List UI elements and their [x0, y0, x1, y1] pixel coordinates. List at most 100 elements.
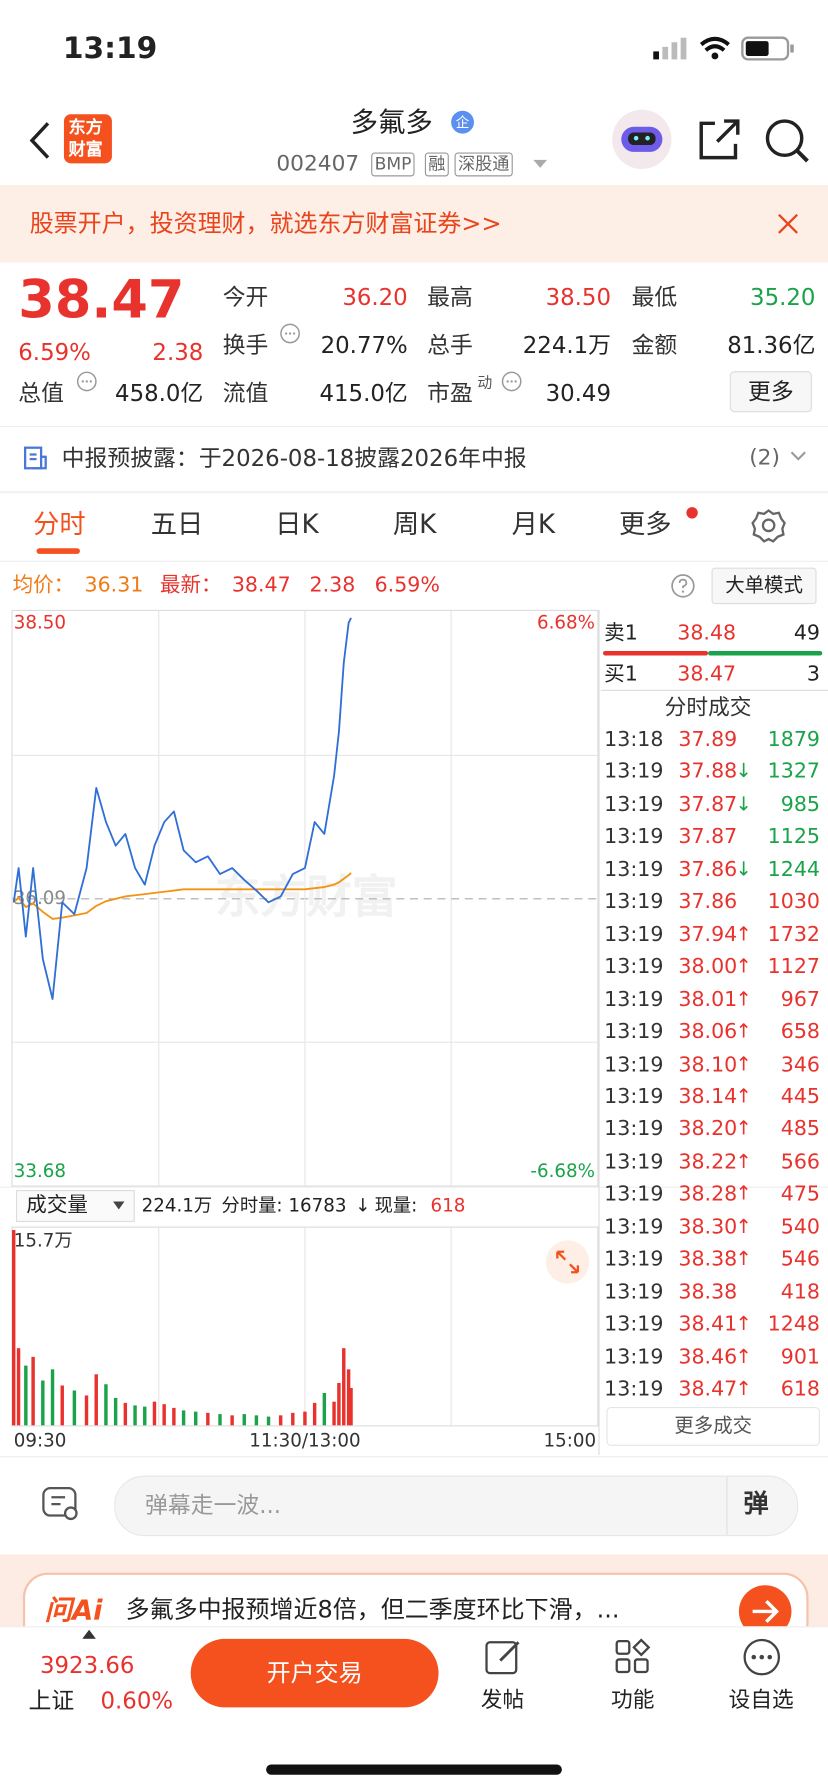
volume-bar [104, 1384, 108, 1426]
logo[interactable]: 东方 财富 [63, 114, 112, 164]
trade-button[interactable]: 开户交易 [190, 1638, 439, 1708]
intraday-chart: 东方财富 38.50 36.09 33.68 6.68% -6.68% 09:30 11:3… [11, 609, 599, 1451]
field-value: 35.20 [750, 283, 816, 311]
function-icon[interactable] [613, 1638, 652, 1677]
trade-time: 13:19 [604, 759, 664, 784]
info-icon[interactable] [75, 370, 98, 393]
volume-bar [172, 1407, 176, 1426]
trade-volume: 658 [780, 1019, 821, 1044]
y2-tick-label: 6.68% [537, 613, 595, 634]
change: 2.38 [152, 338, 204, 366]
trade-time: 13:19 [604, 1312, 664, 1337]
more-trades[interactable]: 更多成交 [606, 1407, 821, 1446]
trade-volume: 1244 [767, 857, 821, 882]
watchlist-icon[interactable] [742, 1638, 781, 1677]
tab[interactable]: 更多 [619, 509, 672, 540]
field-sup: 动 [477, 375, 493, 393]
volume-bar [60, 1385, 64, 1426]
tab[interactable]: 周K [392, 509, 437, 540]
trade-volume: 1879 [767, 727, 821, 752]
tag: 深股通 [454, 152, 513, 177]
trade-price: 37.89 [678, 727, 738, 752]
field-label: 总手 [427, 331, 473, 359]
search-icon[interactable] [763, 116, 811, 164]
notice-text[interactable]: 中报预披露：于2026-08-18披露2026年中报 [61, 444, 527, 472]
more-button[interactable]: 更多 [729, 371, 813, 413]
ai-logo: 问Ai [44, 1594, 103, 1627]
tab[interactable]: 月K [511, 509, 556, 540]
trade-time: 13:19 [604, 857, 664, 882]
sell-label: 卖1 [604, 621, 638, 646]
share-icon[interactable] [697, 116, 743, 162]
volume-arrow: ↓ [355, 1194, 371, 1217]
volume-bar [152, 1401, 157, 1426]
promo-banner[interactable]: 股票开户，投资理财，就选东方财富证券>> [0, 185, 828, 263]
volume-bar [11, 1230, 16, 1426]
robot-icon[interactable] [610, 108, 674, 170]
tab[interactable]: 五日 [150, 509, 204, 540]
latest-change: 2.38 [309, 573, 356, 598]
volume-bar [72, 1390, 77, 1426]
change-pct: 6.59% [18, 338, 91, 366]
volume-bar [254, 1415, 259, 1426]
close-icon[interactable] [777, 212, 800, 235]
info-icon[interactable] [500, 370, 523, 393]
trade-arrow: ↑ [735, 923, 752, 946]
trade-volume: 540 [780, 1214, 821, 1239]
trade-volume: 445 [780, 1084, 821, 1109]
banner-text: 股票开户，投资理财，就选东方财富证券>> [29, 209, 502, 237]
indicator-select[interactable]: 成交量 [15, 1190, 135, 1223]
volume-bar [278, 1415, 283, 1426]
ai-arrow[interactable] [738, 1584, 793, 1639]
volume-total: 224.1万 [141, 1194, 213, 1217]
trade-price: 37.87 [678, 824, 738, 849]
volume-bar [332, 1401, 336, 1426]
trade-volume: 485 [780, 1117, 821, 1142]
trade-volume: 346 [780, 1052, 821, 1077]
tab[interactable]: 日K [275, 509, 319, 540]
back-button[interactable] [23, 120, 57, 161]
trade-volume: 418 [780, 1279, 821, 1304]
post-icon[interactable] [484, 1638, 523, 1677]
logo-text: 东方 [68, 117, 103, 138]
price-line [12, 617, 352, 1000]
x-tick-label: 09:30 [14, 1430, 67, 1451]
status-icons [653, 36, 794, 61]
field-label: 换手 [222, 331, 269, 359]
comment-icon[interactable] [41, 1485, 80, 1524]
help-icon[interactable] [670, 573, 695, 598]
volume-bar [41, 1380, 45, 1426]
trade-arrow: ↑ [735, 1085, 752, 1109]
tab[interactable]: 分时 [33, 509, 86, 540]
trade-price: 38.46 [678, 1344, 738, 1369]
field-label: 最低 [631, 283, 678, 311]
info-icon[interactable] [279, 322, 302, 345]
expand-icon[interactable] [545, 1239, 591, 1285]
comment-input[interactable]: 弹幕走一波... 弹 [114, 1475, 799, 1537]
nav-label[interactable]: 功能 [611, 1687, 655, 1713]
volume-bar [303, 1411, 307, 1426]
trade-arrow: ↑ [735, 1215, 752, 1239]
trade-arrow: ↑ [735, 1150, 752, 1174]
big-order-button[interactable]: 大单模式 [711, 567, 817, 605]
volume-bar [312, 1402, 317, 1426]
logo-text: 财富 [68, 138, 103, 160]
settings-icon[interactable] [750, 507, 787, 544]
trade-time: 13:19 [604, 1052, 664, 1077]
buy-label: 买1 [604, 662, 638, 687]
volume-bar [242, 1414, 246, 1426]
y2-tick-label: -6.68% [530, 1161, 595, 1182]
nav-label[interactable]: 发帖 [480, 1687, 525, 1713]
stock-code: 002407 [276, 151, 360, 177]
nav-label[interactable]: 设自选 [728, 1687, 794, 1713]
divider [0, 1456, 828, 1458]
avg-value: 36.31 [84, 573, 144, 598]
dropdown[interactable] [532, 159, 548, 170]
badge: 企 [451, 110, 474, 134]
volume-bar [123, 1402, 128, 1426]
volume-bar [133, 1405, 137, 1426]
watermark: 东方财富 [215, 870, 398, 923]
danmaku-button[interactable]: 弹 [743, 1490, 769, 1519]
latest-label: 最新： [159, 573, 222, 598]
